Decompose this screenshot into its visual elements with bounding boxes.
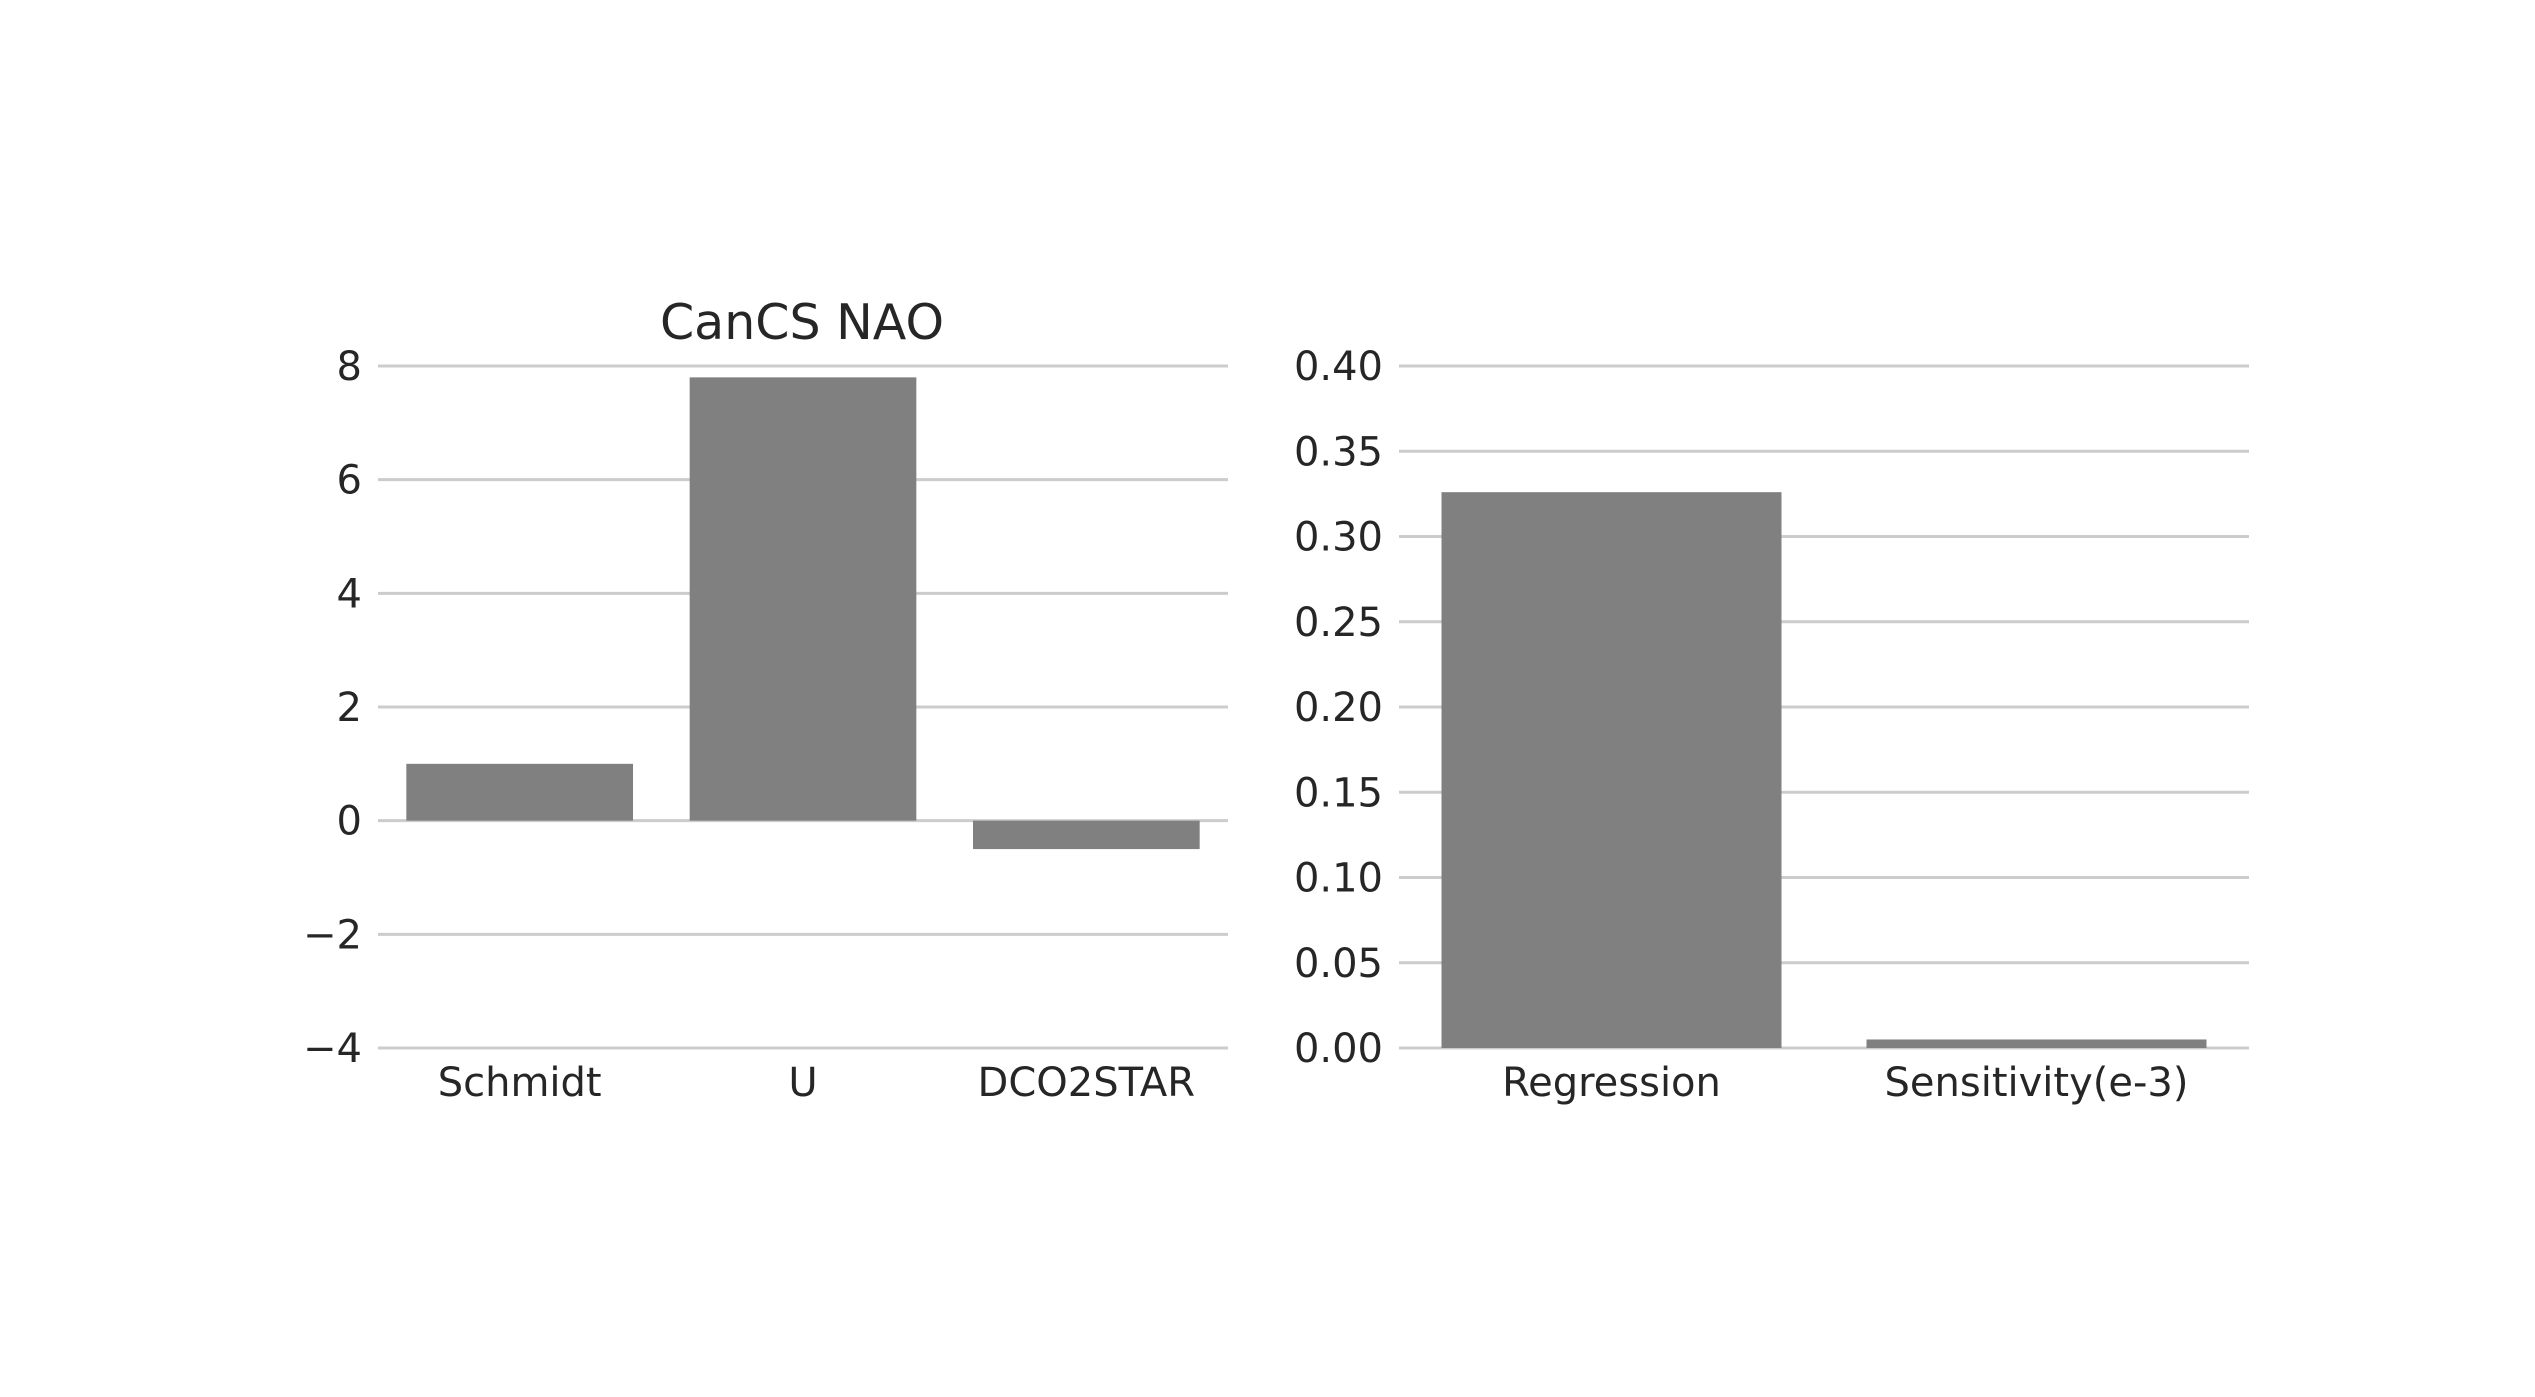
- bar: [973, 820, 1200, 850]
- y-tick-label: −2: [303, 912, 362, 958]
- y-tick-label: 8: [337, 344, 362, 390]
- bar: [689, 377, 917, 821]
- y-axis-ticks: 0.00 0.05 0.10 0.15 0.20 0.25 0.30 0.35 0.40: [1294, 344, 1383, 1072]
- x-tick-label: Regression: [1502, 1060, 1721, 1106]
- y-tick-label: −4: [303, 1026, 362, 1072]
- x-tick-label: Schmidt: [438, 1060, 602, 1106]
- y-tick-label: 2: [337, 685, 362, 731]
- y-tick-label: 0.35: [1294, 429, 1383, 475]
- y-tick-label: 0.20: [1294, 685, 1383, 731]
- bars: [406, 377, 1200, 850]
- bar: [406, 763, 633, 821]
- chart-title: CanCS NAO: [660, 294, 944, 351]
- x-tick-label: Sensitivity(e-3): [1885, 1060, 2189, 1106]
- y-tick-label: 0.05: [1294, 941, 1383, 987]
- y-tick-label: 0.10: [1294, 856, 1383, 902]
- x-axis-ticks: Regression Sensitivity(e-3): [1502, 1060, 2188, 1106]
- y-axis-ticks: −4 −2 0 2 4 6 8: [303, 344, 362, 1072]
- y-tick-label: 4: [337, 571, 362, 617]
- x-tick-label: U: [788, 1060, 817, 1106]
- y-tick-label: 0.25: [1294, 600, 1383, 646]
- x-tick-label: DCO2STAR: [978, 1060, 1196, 1106]
- y-tick-label: 0.00: [1294, 1026, 1383, 1072]
- y-tick-label: 0.15: [1294, 770, 1383, 816]
- y-tick-label: 0: [337, 799, 362, 845]
- y-tick-label: 6: [337, 458, 362, 504]
- y-tick-label: 0.30: [1294, 515, 1383, 561]
- right-bar-chart: 0.00 0.05 0.10 0.15 0.20 0.25 0.30 0.35 0.40 Reg…: [1294, 344, 2249, 1106]
- bar: [1441, 492, 1782, 1048]
- x-axis-ticks: Schmidt U DCO2STAR: [438, 1060, 1195, 1106]
- y-tick-label: 0.40: [1294, 344, 1383, 390]
- bars: [1441, 492, 2207, 1048]
- left-bar-chart: CanCS NAO −4 −2 0 2 4 6 8 Schmidt U DCO2STAR: [303, 294, 1228, 1106]
- bar: [1866, 1039, 2207, 1048]
